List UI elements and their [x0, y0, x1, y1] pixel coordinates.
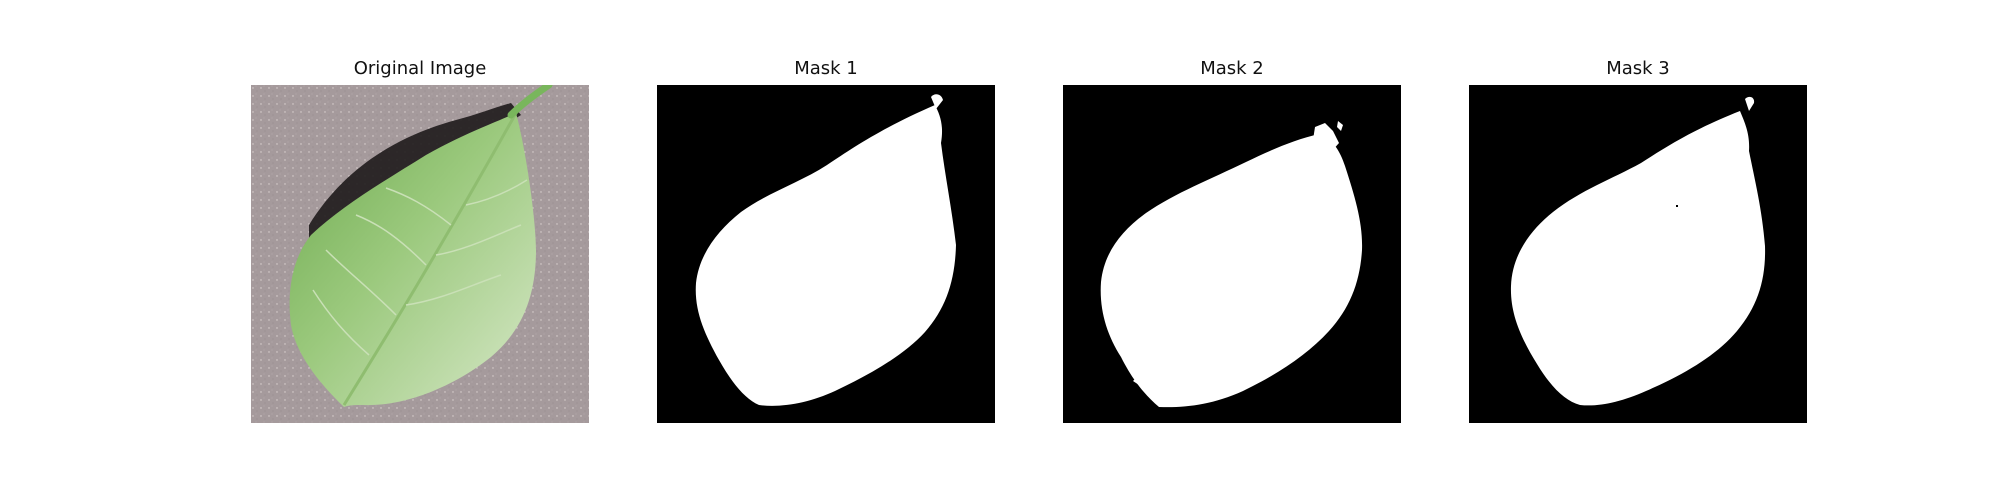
- panel-mask-1: Mask 1: [657, 55, 995, 425]
- panel-original-image: Original Image: [251, 55, 589, 425]
- panel-title: Mask 3: [1606, 58, 1670, 79]
- leaf-mask-1: [657, 85, 995, 423]
- original-image: [251, 85, 589, 423]
- panel-title: Original Image: [353, 58, 487, 79]
- leaf-mask-2: [1063, 85, 1401, 423]
- panel-mask-3: Mask 3: [1469, 55, 1807, 425]
- panel-title: Mask 2: [1200, 58, 1264, 79]
- leaf-photo: [251, 85, 589, 423]
- mask-image-1: [657, 85, 995, 423]
- mask-image-2: [1063, 85, 1401, 423]
- panel-mask-2: Mask 2: [1063, 55, 1401, 425]
- mask-image-3: [1469, 85, 1807, 423]
- leaf-mask-3: [1469, 85, 1807, 423]
- panel-title: Mask 1: [794, 58, 858, 79]
